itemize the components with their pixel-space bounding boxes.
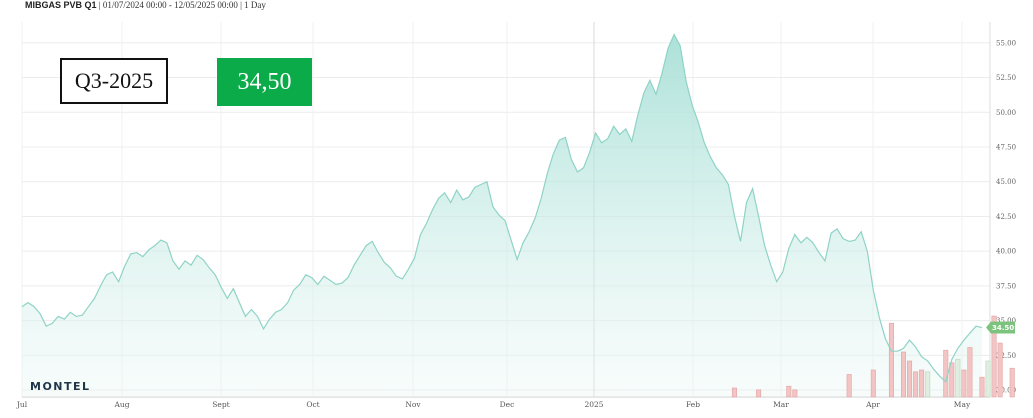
x-tick-label: 2025 [584, 400, 603, 409]
series-area [22, 34, 982, 397]
x-tick-label: Aug [113, 400, 129, 409]
x-tick-label: Sept [212, 400, 229, 409]
y-tick-label: 45.00 [996, 178, 1016, 186]
last-value-marker [986, 321, 1015, 334]
y-tick-label: 35.00 [996, 317, 1016, 325]
y-tick-label: 52.50 [996, 74, 1016, 82]
y-tick-label: 40.00 [996, 248, 1016, 256]
volume-bar [913, 371, 919, 398]
y-tick-label: 37.50 [996, 282, 1016, 290]
volume-bar [792, 389, 798, 398]
volume-bar [846, 374, 852, 398]
price-badge: 34,50 [217, 58, 312, 106]
series-line [21, 33, 983, 383]
volume-bar [955, 358, 961, 398]
x-tick-label: Oct [306, 400, 319, 409]
y-tick-label: 47.50 [996, 144, 1016, 152]
volume-bar [731, 387, 737, 398]
x-tick-label: Dec [500, 400, 515, 409]
volume-bar [756, 389, 762, 398]
volume-bar [907, 360, 913, 398]
volume-bar [1009, 367, 1015, 398]
montel-logo: MONTEL [30, 380, 91, 393]
y-tick-label: 50.00 [996, 109, 1016, 117]
contract-badge: Q3-2025 [60, 58, 168, 104]
volume-bar [919, 369, 925, 398]
chart-header: MIBGAS PVB Q1 | 01/07/2024 00:00 - 12/05… [25, 0, 266, 10]
volume-bar [943, 349, 949, 398]
instrument-symbol: MIBGAS PVB Q1 [25, 0, 97, 10]
volume-bar [979, 376, 985, 398]
volume-bar [967, 347, 973, 398]
volume-bar [925, 371, 931, 398]
volume-bar [961, 369, 967, 398]
x-tick-label: May [954, 400, 971, 409]
volume-bar [870, 369, 876, 398]
y-tick-label: 42.50 [996, 213, 1016, 221]
x-tick-label: Jul [16, 400, 28, 409]
x-tick-label: Feb [686, 400, 700, 409]
y-tick-label: 30.00 [996, 387, 1016, 395]
x-tick-label: Mar [773, 400, 789, 409]
volume-bar [786, 385, 792, 398]
volume-bar [985, 360, 991, 398]
volume-bar [949, 362, 955, 398]
volume-bar [991, 315, 997, 398]
x-tick-label: Nov [405, 400, 421, 409]
volume-bar [901, 351, 907, 398]
date-range: | 01/07/2024 00:00 - 12/05/2025 00:00 | … [96, 0, 266, 10]
volume-bar [888, 322, 894, 398]
last-value-label: 34.50 [992, 324, 1014, 332]
volume-bar [997, 342, 1003, 398]
y-tick-label: 32.50 [996, 352, 1016, 360]
x-tick-label: Apr [865, 400, 880, 409]
y-tick-label: 55.00 [996, 39, 1016, 47]
